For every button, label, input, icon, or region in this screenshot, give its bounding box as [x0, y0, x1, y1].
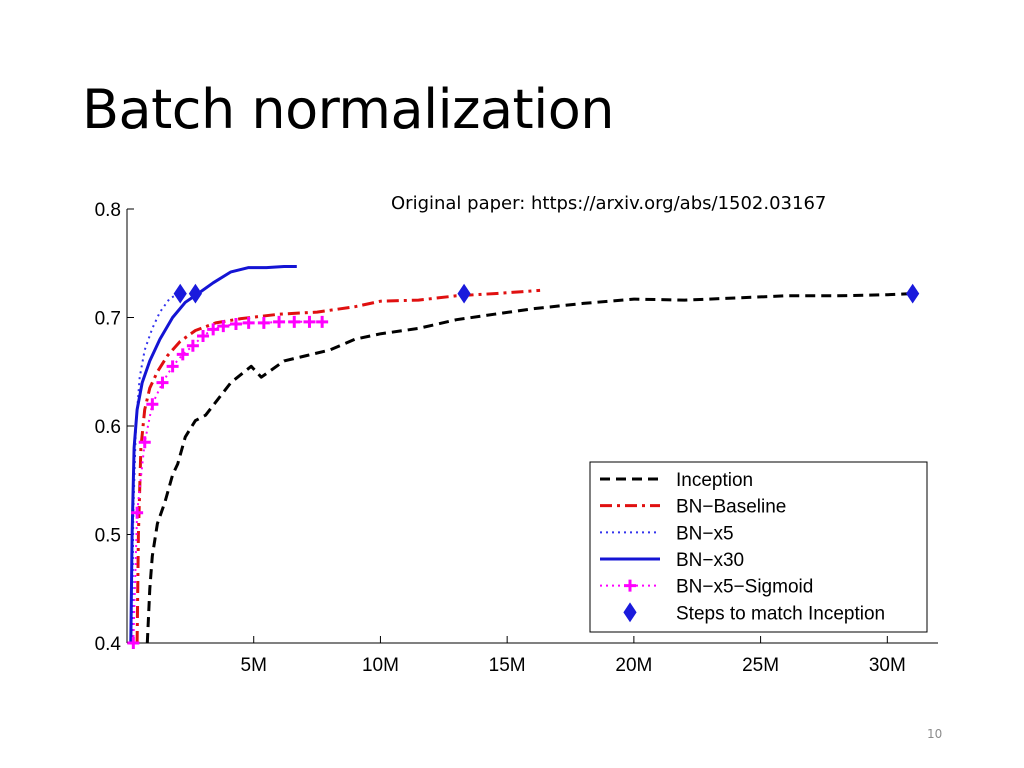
legend-label-5: Steps to match Inception — [676, 603, 885, 624]
match-marker-1 — [188, 283, 203, 304]
legend-label-4: BN−x5−Sigmoid — [676, 577, 813, 598]
slide-title: Batch normalization — [82, 78, 614, 141]
legend-label-3: BN−x30 — [676, 550, 744, 571]
y-tick-label: 0.4 — [95, 634, 122, 655]
source-note: Original paper: https://arxiv.org/abs/15… — [391, 193, 827, 214]
data-point-sigmoid-2 — [138, 436, 151, 449]
series-line-4 — [132, 320, 323, 644]
data-point-sigmoid-10 — [217, 320, 230, 333]
data-point-sigmoid-17 — [316, 315, 329, 328]
y-tick-label: 0.5 — [95, 526, 121, 547]
match-marker-legend-5 — [623, 602, 637, 623]
x-tick-label: 30M — [869, 655, 906, 676]
y-tick-label: 0.8 — [95, 200, 121, 221]
data-point-sigmoid-5 — [166, 360, 179, 373]
series-line-0 — [145, 292, 913, 644]
legend-label-1: BN−Baseline — [676, 497, 786, 518]
x-tick-label: 20M — [615, 655, 652, 676]
y-tick-label: 0.6 — [95, 417, 121, 438]
x-tick-label: 5M — [241, 655, 267, 676]
data-point-sigmoid-16 — [303, 315, 316, 328]
match-marker-3 — [906, 283, 920, 304]
data-point-sigmoid-14 — [273, 315, 286, 328]
x-tick-label: 10M — [362, 655, 399, 676]
page-number: 10 — [927, 727, 943, 741]
y-tick-label: 0.7 — [95, 309, 121, 330]
data-point-sigmoid-legend-4 — [624, 579, 636, 592]
x-tick-label: 25M — [742, 655, 779, 676]
data-point-sigmoid-13 — [257, 316, 270, 329]
match-marker-0 — [173, 283, 187, 304]
data-point-sigmoid-8 — [197, 329, 210, 342]
data-point-sigmoid-3 — [146, 398, 159, 411]
x-tick-label: 15M — [489, 655, 526, 676]
series-line-1 — [135, 288, 541, 644]
data-point-sigmoid-0 — [127, 637, 140, 649]
data-point-sigmoid-4 — [156, 376, 169, 389]
chart-legend — [589, 461, 928, 633]
legend-label-0: Inception — [676, 470, 753, 491]
match-marker-2 — [457, 283, 471, 304]
data-point-sigmoid-6 — [176, 348, 189, 361]
data-point-sigmoid-9 — [207, 323, 220, 336]
data-point-sigmoid-15 — [288, 315, 301, 328]
series-line-3 — [129, 265, 297, 644]
data-point-sigmoid-7 — [186, 339, 199, 352]
data-point-sigmoid-11 — [229, 318, 242, 331]
data-point-sigmoid-1 — [131, 506, 144, 519]
legend-label-2: BN−x5 — [676, 523, 734, 544]
data-point-sigmoid-12 — [242, 316, 255, 329]
